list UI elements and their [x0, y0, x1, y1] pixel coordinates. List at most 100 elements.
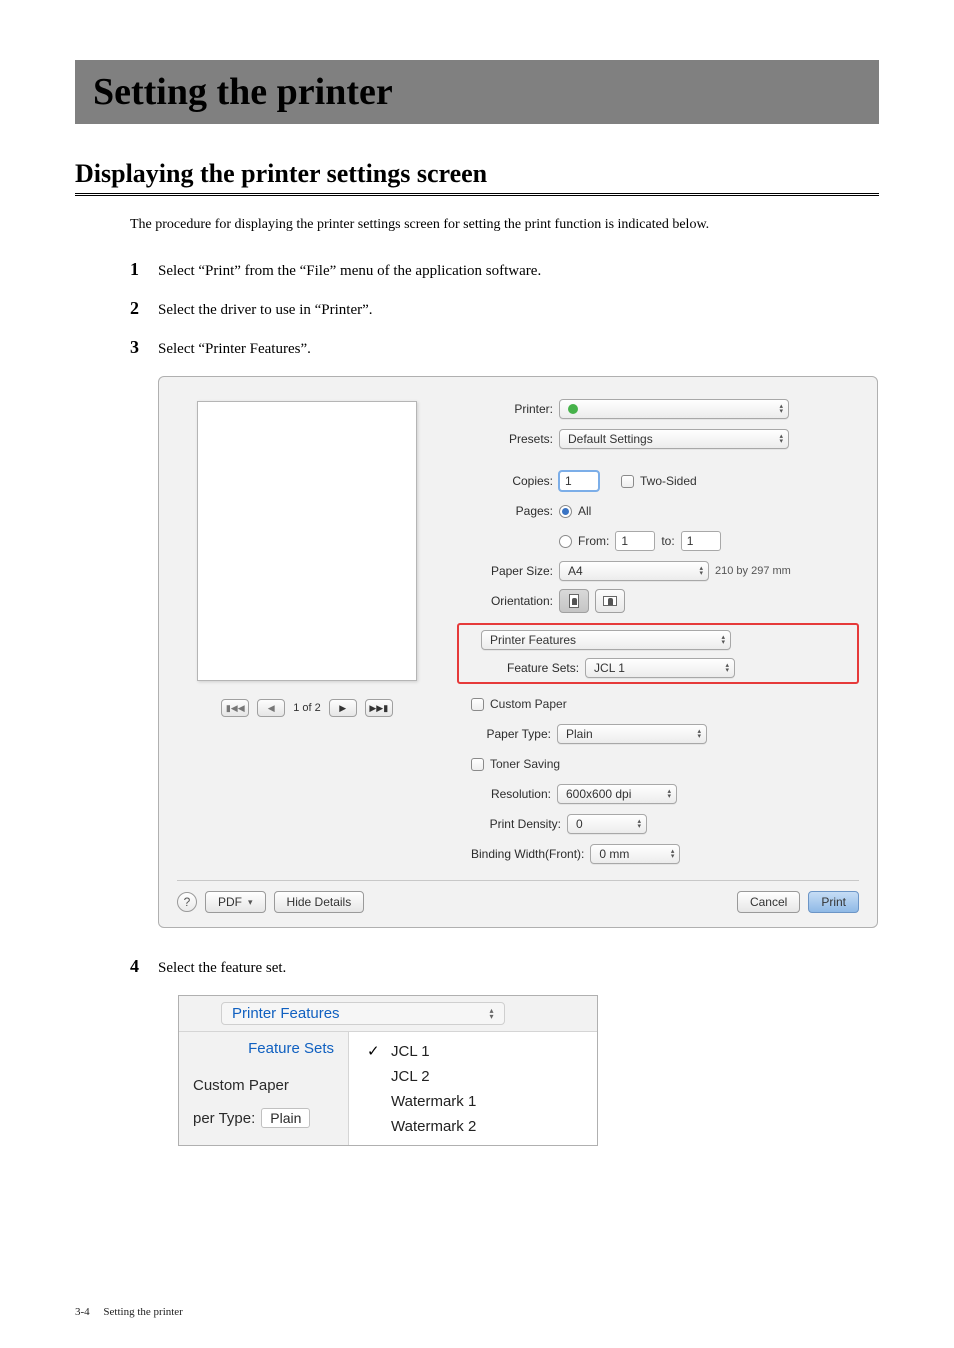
copies-label: Copies: — [457, 474, 553, 488]
resolution-label: Resolution: — [471, 787, 551, 801]
menu-item-label: JCL 1 — [391, 1043, 430, 1060]
printer-features-title: Printer Features — [232, 1005, 340, 1022]
portrait-button[interactable] — [559, 589, 589, 613]
category-value: Printer Features — [490, 633, 576, 647]
page-preview — [197, 401, 417, 681]
to-label: to: — [661, 534, 674, 548]
paper-type-value: Plain — [566, 727, 593, 741]
hide-details-button[interactable]: Hide Details — [274, 891, 365, 913]
print-dialog: ▮◀◀ ◀ 1 of 2 ▶ ▶▶▮ Printer: ▴▾ Pre — [158, 376, 878, 928]
printer-features-select[interactable]: Printer Features ▴▾ — [221, 1002, 505, 1025]
two-sided-checkbox[interactable] — [621, 475, 634, 488]
paper-dimensions: 210 by 297 mm — [715, 565, 791, 577]
menu-item-label: JCL 2 — [391, 1068, 430, 1085]
pdf-button[interactable]: PDF — [205, 891, 266, 913]
print-button[interactable]: Print — [808, 891, 859, 913]
menu-item-watermark2[interactable]: Watermark 2 — [349, 1114, 597, 1139]
preview-column: ▮◀◀ ◀ 1 of 2 ▶ ▶▶▮ — [177, 397, 437, 866]
portrait-icon — [569, 594, 579, 608]
paper-size-select[interactable]: A4 ▴▾ — [559, 561, 709, 581]
first-page-button[interactable]: ▮◀◀ — [221, 699, 249, 717]
step-number: 4 — [130, 956, 158, 977]
step-number: 1 — [130, 259, 158, 280]
feature-sets-select[interactable]: JCL 1 ▴▾ — [585, 658, 735, 678]
from-label: From: — [578, 534, 609, 548]
next-page-button[interactable]: ▶ — [329, 699, 357, 717]
menu-item-label: Watermark 2 — [391, 1118, 476, 1135]
last-page-button[interactable]: ▶▶▮ — [365, 699, 393, 717]
paper-size-value: A4 — [568, 564, 583, 578]
step-text: Select “Printer Features”. — [158, 341, 311, 358]
menu-item-jcl1[interactable]: ✓ JCL 1 — [349, 1038, 597, 1064]
binding-width-select[interactable]: 0 mm ▴▾ — [590, 844, 680, 864]
landscape-button[interactable] — [595, 589, 625, 613]
step-text: Select “Print” from the “File” menu of t… — [158, 263, 541, 280]
category-select[interactable]: Printer Features ▴▾ — [481, 630, 731, 650]
pages-from-radio[interactable] — [559, 535, 572, 548]
toner-saving-label: Toner Saving — [490, 757, 560, 771]
printer-value — [582, 402, 586, 416]
footer-label: Setting the printer — [103, 1306, 182, 1318]
dialog-button-row: ? PDF Hide Details Cancel Print — [177, 891, 859, 913]
paper-size-label: Paper Size: — [457, 564, 553, 578]
two-sided-label: Two-Sided — [640, 474, 697, 488]
feature-sets-label: Feature Sets — [193, 1040, 338, 1057]
title-banner: Setting the printer — [75, 60, 879, 124]
step-3: 3 Select “Printer Features”. — [130, 337, 879, 358]
paper-type-value: Plain — [261, 1108, 310, 1128]
copies-input[interactable]: 1 — [559, 471, 599, 491]
step-4: 4 Select the feature set. — [130, 956, 879, 977]
binding-width-value: 0 mm — [599, 847, 629, 861]
step-text: Select the driver to use in “Printer”. — [158, 302, 373, 319]
print-density-value: 0 — [576, 817, 583, 831]
printer-status-icon — [568, 404, 578, 414]
printer-select[interactable]: ▴▾ — [559, 399, 789, 419]
paper-type-label-partial: per Type: — [193, 1110, 255, 1127]
presets-label: Presets: — [457, 432, 553, 446]
print-density-label: Print Density: — [471, 817, 561, 831]
step-text: Select the feature set. — [158, 960, 286, 977]
paper-type-label: Paper Type: — [471, 727, 551, 741]
intro-text: The procedure for displaying the printer… — [130, 214, 879, 235]
step-number: 2 — [130, 298, 158, 319]
step-2: 2 Select the driver to use in “Printer”. — [130, 298, 879, 319]
presets-select[interactable]: Default Settings ▴▾ — [559, 429, 789, 449]
pages-all-radio[interactable] — [559, 505, 572, 518]
resolution-select[interactable]: 600x600 dpi ▴▾ — [557, 784, 677, 804]
check-icon: ✓ — [367, 1042, 381, 1060]
custom-paper-text: Custom Paper — [193, 1077, 338, 1094]
landscape-icon — [603, 596, 617, 606]
step-1: 1 Select “Print” from the “File” menu of… — [130, 259, 879, 280]
page-footer: 3-4 Setting the printer — [75, 1306, 183, 1318]
feature-set-menu: ✓ JCL 1 JCL 2 Watermark 1 Watermark 2 — [349, 1032, 597, 1145]
paper-type-select[interactable]: Plain ▴▾ — [557, 724, 707, 744]
presets-value: Default Settings — [568, 432, 653, 446]
menu-item-watermark1[interactable]: Watermark 1 — [349, 1089, 597, 1114]
feature-sets-label: Feature Sets: — [507, 661, 579, 675]
page-title: Setting the printer — [93, 70, 861, 114]
settings-column: Printer: ▴▾ Presets: Default Settings ▴▾ — [457, 397, 859, 866]
pager: ▮◀◀ ◀ 1 of 2 ▶ ▶▶▮ — [221, 699, 393, 717]
prev-page-button[interactable]: ◀ — [257, 699, 285, 717]
step-number: 3 — [130, 337, 158, 358]
binding-width-label: Binding Width(Front): — [471, 847, 584, 861]
custom-paper-label: Custom Paper — [490, 697, 567, 711]
printer-features-highlight: Printer Features ▴▾ Feature Sets: JCL 1 … — [457, 623, 859, 684]
toner-saving-checkbox[interactable] — [471, 758, 484, 771]
from-input[interactable]: 1 — [615, 531, 655, 551]
cancel-button[interactable]: Cancel — [737, 891, 800, 913]
to-input[interactable]: 1 — [681, 531, 721, 551]
print-density-select[interactable]: 0 ▴▾ — [567, 814, 647, 834]
orientation-label: Orientation: — [457, 594, 553, 608]
section-heading: Displaying the printer settings screen — [75, 159, 879, 196]
help-button[interactable]: ? — [177, 892, 197, 912]
pages-label: Pages: — [457, 504, 553, 518]
page-indicator: 1 of 2 — [293, 702, 321, 714]
feature-set-dropdown: Printer Features ▴▾ Feature Sets Custom … — [178, 995, 598, 1146]
menu-item-jcl2[interactable]: JCL 2 — [349, 1064, 597, 1089]
pages-all-label: All — [578, 504, 591, 518]
resolution-value: 600x600 dpi — [566, 787, 631, 801]
footer-page: 3-4 — [75, 1306, 90, 1318]
divider — [177, 880, 859, 881]
custom-paper-checkbox[interactable] — [471, 698, 484, 711]
